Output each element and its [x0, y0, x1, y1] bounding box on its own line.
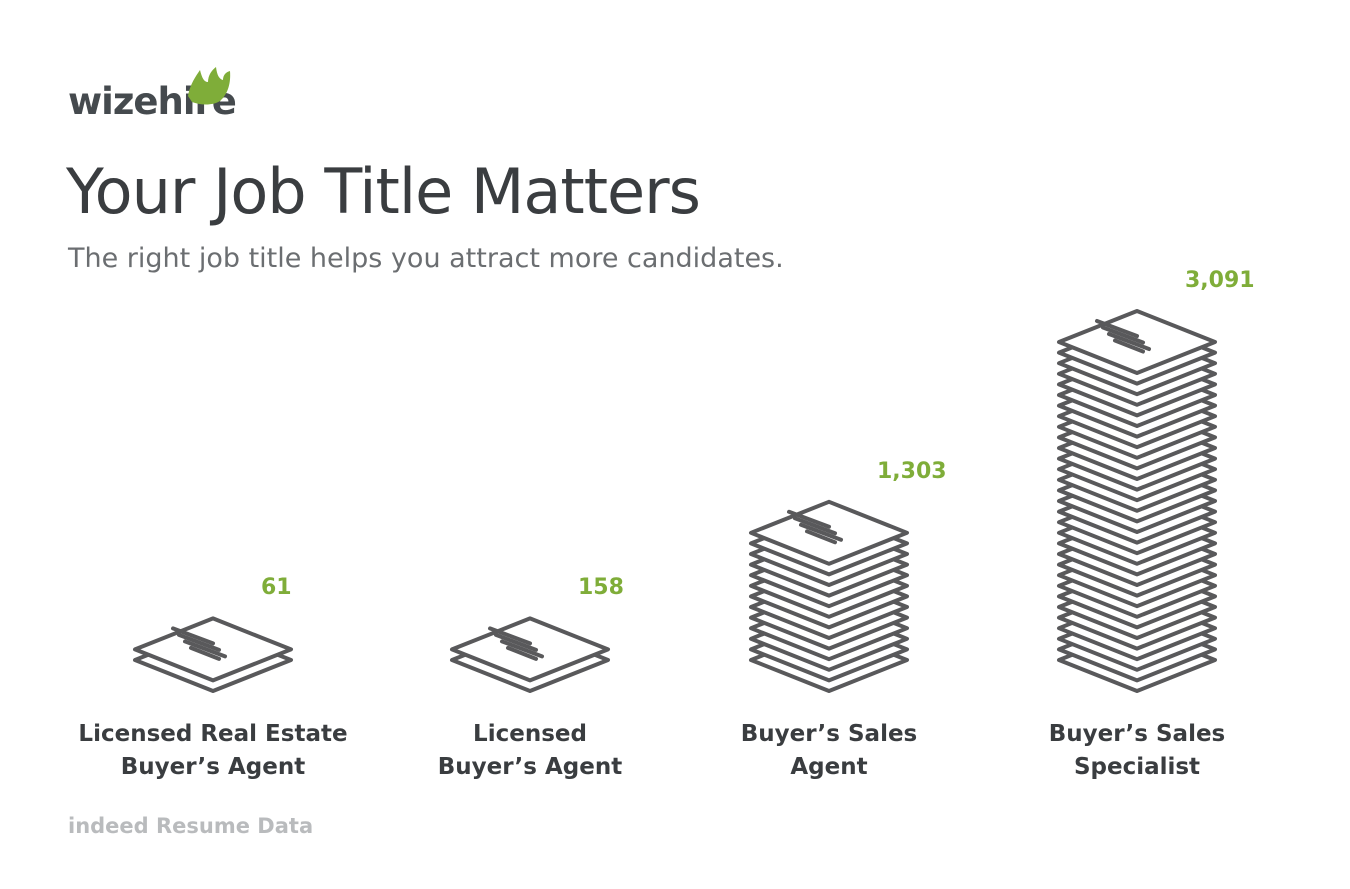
bar-stack-2: [450, 616, 610, 693]
category-label-2: Licensed Buyer’s Agent: [380, 718, 680, 785]
value-label-1: 61: [261, 575, 292, 601]
value-label-4: 3,091: [1185, 268, 1255, 293]
category-label-line: Buyer’s Agent: [120, 754, 306, 781]
category-label-1: Licensed Real Estate Buyer’s Agent: [63, 718, 363, 785]
category-label-line: Licensed: [473, 721, 587, 747]
page-title: Your Job Title Matters: [66, 155, 701, 228]
category-label-line: Buyer’s Sales: [740, 721, 918, 747]
value-label-3: 1,303: [877, 458, 947, 484]
page-subtitle: The right job title helps you attract mo…: [68, 243, 784, 274]
category-label-line: Buyer’s Sales: [1048, 721, 1226, 747]
category-label-line: Buyer’s Agent: [437, 754, 623, 781]
category-label-line: Specialist: [1073, 754, 1201, 781]
bar-stack-1: [133, 616, 293, 693]
leaf-icon: [188, 67, 231, 105]
bar-stack-3: [749, 499, 909, 693]
wizehire-logo: wizehire: [68, 66, 238, 126]
category-label-line: Agent: [790, 754, 868, 781]
source-note: indeed Resume Data: [68, 814, 314, 838]
category-label-line: Licensed Real Estate: [78, 721, 348, 747]
bar-stack-4: [1057, 309, 1217, 693]
value-label-2: 158: [578, 575, 624, 601]
category-label-4: Buyer’s Sales Specialist: [987, 718, 1287, 785]
category-label-3: Buyer’s Sales Agent: [679, 718, 979, 785]
